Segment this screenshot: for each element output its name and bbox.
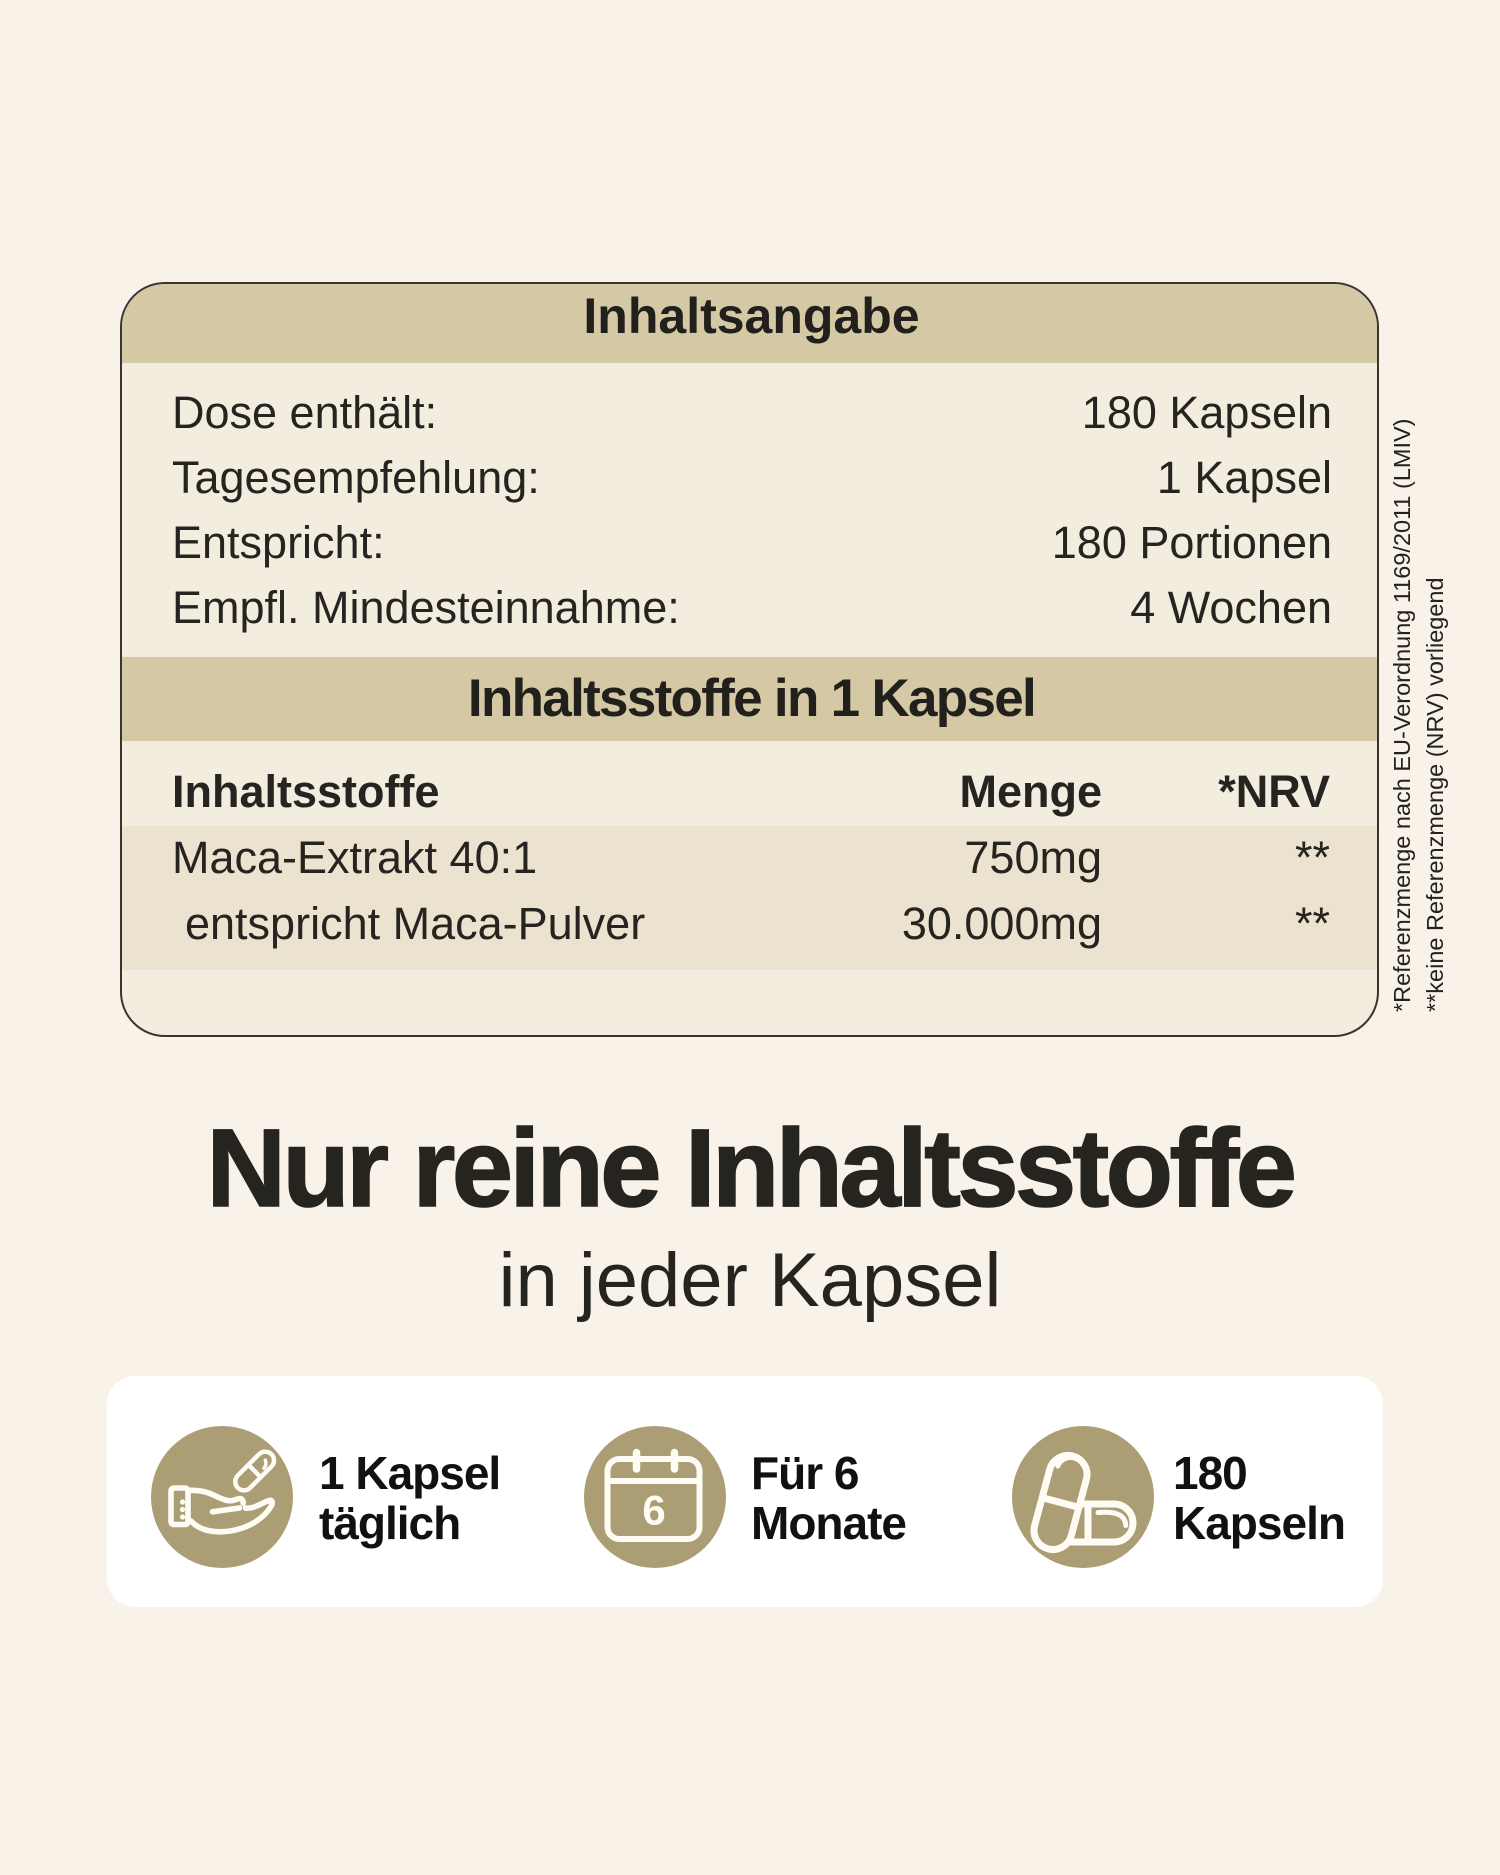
svg-text:6: 6 <box>642 1487 665 1534</box>
